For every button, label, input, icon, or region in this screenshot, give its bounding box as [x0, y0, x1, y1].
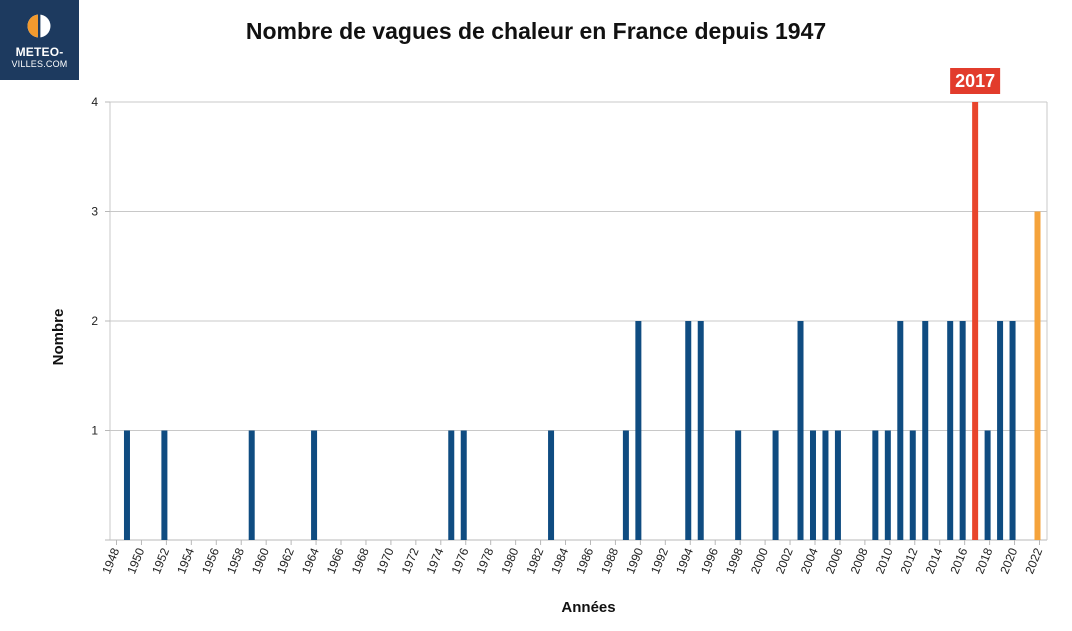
bar-2009	[872, 430, 879, 540]
y-axis-title: Nombre	[50, 309, 67, 366]
x-tick-label: 1980	[498, 546, 521, 576]
bar-1995	[697, 321, 704, 540]
x-tick-label: 1984	[548, 546, 571, 576]
x-tick-label: 1976	[449, 546, 472, 576]
bar-2013	[922, 321, 929, 540]
bar-1959	[248, 430, 255, 540]
x-tick-label: 2004	[798, 546, 821, 576]
x-tick-label: 1964	[299, 546, 322, 576]
x-tick-label: 1956	[199, 546, 222, 576]
x-tick-label: 1978	[473, 546, 496, 576]
x-tick-label: 1962	[274, 546, 297, 576]
x-tick-label: 2010	[873, 546, 896, 576]
bar-1952	[161, 430, 168, 540]
annotation-label: 2017	[955, 71, 995, 91]
x-axis-title: Années	[561, 599, 615, 616]
bar-1975	[448, 430, 455, 540]
bar-2006	[834, 430, 841, 540]
x-tick-label: 1970	[374, 546, 397, 576]
bar-1990	[635, 321, 642, 540]
x-tick-label: 1988	[598, 546, 621, 576]
x-tick-label: 1986	[573, 546, 596, 576]
bar-2022	[1034, 211, 1041, 540]
bar-2018	[984, 430, 991, 540]
y-tick-label: 3	[91, 205, 98, 219]
x-tick-label: 1950	[124, 546, 147, 576]
bar-1994	[685, 321, 692, 540]
chart-title: Nombre de vagues de chaleur en France de…	[245, 18, 827, 44]
annotation-badge	[950, 68, 1001, 94]
bar-2020	[1009, 321, 1016, 540]
x-tick-label: 1972	[399, 546, 422, 576]
x-tick-label: 1954	[174, 546, 197, 576]
bar-2011	[897, 321, 904, 540]
x-tick-label: 2020	[997, 546, 1020, 576]
y-tick-label: 2	[91, 314, 98, 328]
x-tick-label: 1992	[648, 546, 671, 576]
bar-1998	[735, 430, 742, 540]
x-tick-label: 1966	[324, 546, 347, 576]
x-tick-label: 1994	[673, 546, 696, 576]
x-tick-label: 2000	[748, 546, 771, 576]
x-tick-label: 1996	[698, 546, 721, 576]
x-tick-label: 1948	[99, 546, 122, 576]
x-tick-label: 2006	[823, 546, 846, 576]
bar-2012	[909, 430, 916, 540]
x-tick-label: 1982	[523, 546, 546, 576]
logo-text-line1: METEO-	[15, 45, 64, 59]
bar-1989	[622, 430, 629, 540]
bar-1983	[548, 430, 555, 540]
bar-2004	[809, 430, 816, 540]
x-tick-label: 1958	[224, 546, 247, 576]
x-tick-label: 1974	[424, 546, 447, 576]
bar-1949	[123, 430, 130, 540]
x-tick-label: 2014	[923, 546, 946, 576]
x-tick-label: 2002	[773, 546, 796, 576]
y-tick-label: 1	[91, 424, 98, 438]
x-tick-label: 2022	[1022, 546, 1045, 576]
logo-text-line2: VILLES.COM	[11, 59, 68, 69]
bar-2010	[884, 430, 891, 540]
logo-sun-icon	[27, 14, 51, 38]
bar-1964	[311, 430, 318, 540]
bar-2003	[797, 321, 804, 540]
brand-logo: METEO- VILLES.COM	[0, 0, 79, 80]
bar-2015	[947, 321, 954, 540]
bar-2019	[997, 321, 1004, 540]
bar-1976	[460, 430, 467, 540]
bar-2001	[772, 430, 779, 540]
bar-2016	[959, 321, 966, 540]
x-tick-label: 1960	[249, 546, 272, 576]
y-tick-label: 4	[91, 95, 98, 109]
x-tick-label: 2008	[848, 546, 871, 576]
bar-2005	[822, 430, 829, 540]
x-tick-label: 1968	[349, 546, 372, 576]
x-tick-label: 2012	[898, 546, 921, 576]
bar-2017	[972, 102, 979, 540]
x-tick-label: 2018	[972, 546, 995, 576]
x-tick-label: 1990	[623, 546, 646, 576]
x-tick-label: 2016	[947, 546, 970, 576]
x-tick-label: 1952	[149, 546, 172, 576]
x-tick-label: 1998	[723, 546, 746, 576]
